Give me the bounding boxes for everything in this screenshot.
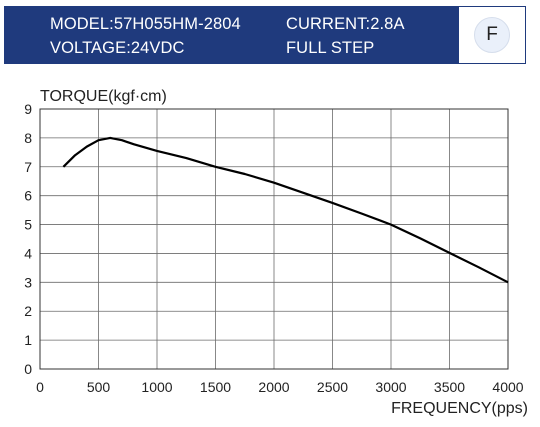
voltage-label: VOLTAGE:24VDC: [50, 39, 185, 57]
x-tick-label: 4000: [492, 379, 523, 395]
model-label: MODEL:57H055HM-2804: [50, 15, 241, 33]
y-tick-label: 1: [24, 332, 32, 348]
y-tick-label: 0: [24, 361, 32, 377]
x-tick-labels: 0 500 1000 1500 2000 2500 3000 3500 4000: [36, 379, 524, 395]
x-tick-label: 1000: [141, 379, 172, 395]
y-tick-label: 8: [24, 130, 32, 146]
x-tick-label: 500: [87, 379, 111, 395]
y-tick-label: 4: [24, 245, 32, 261]
x-tick-label: 2500: [317, 379, 348, 395]
chart-grid: [40, 109, 508, 369]
torque-curve: [62, 136, 509, 284]
y-tick-labels: 0 1 2 3 4 5 6 7 8 9: [24, 101, 32, 377]
x-tick-label: 3500: [434, 379, 465, 395]
y-tick-label: 5: [24, 217, 32, 233]
x-tick-label: 2000: [258, 379, 289, 395]
y-tick-label: 2: [24, 303, 32, 319]
x-tick-label: 3000: [375, 379, 406, 395]
x-tick-label: 0: [36, 379, 44, 395]
y-axis-label: TORQUE(kgf·cm): [40, 88, 167, 105]
step-mode-label: FULL STEP: [286, 39, 375, 57]
y-tick-label: 3: [24, 274, 32, 290]
x-axis-label: FREQUENCY(pps): [391, 400, 528, 417]
y-tick-label: 9: [24, 101, 32, 117]
motor-spec-header: MODEL:57H055HM-2804 CURRENT:2.8A VOLTAGE…: [4, 6, 526, 64]
y-tick-label: 6: [24, 188, 32, 204]
step-mode-badge: F: [474, 17, 510, 53]
x-tick-label: 1500: [200, 379, 231, 395]
plot-frame: [39, 108, 509, 370]
y-tick-label: 7: [24, 159, 32, 175]
step-mode-badge-box: F: [458, 6, 526, 64]
current-label: CURRENT:2.8A: [286, 15, 405, 33]
